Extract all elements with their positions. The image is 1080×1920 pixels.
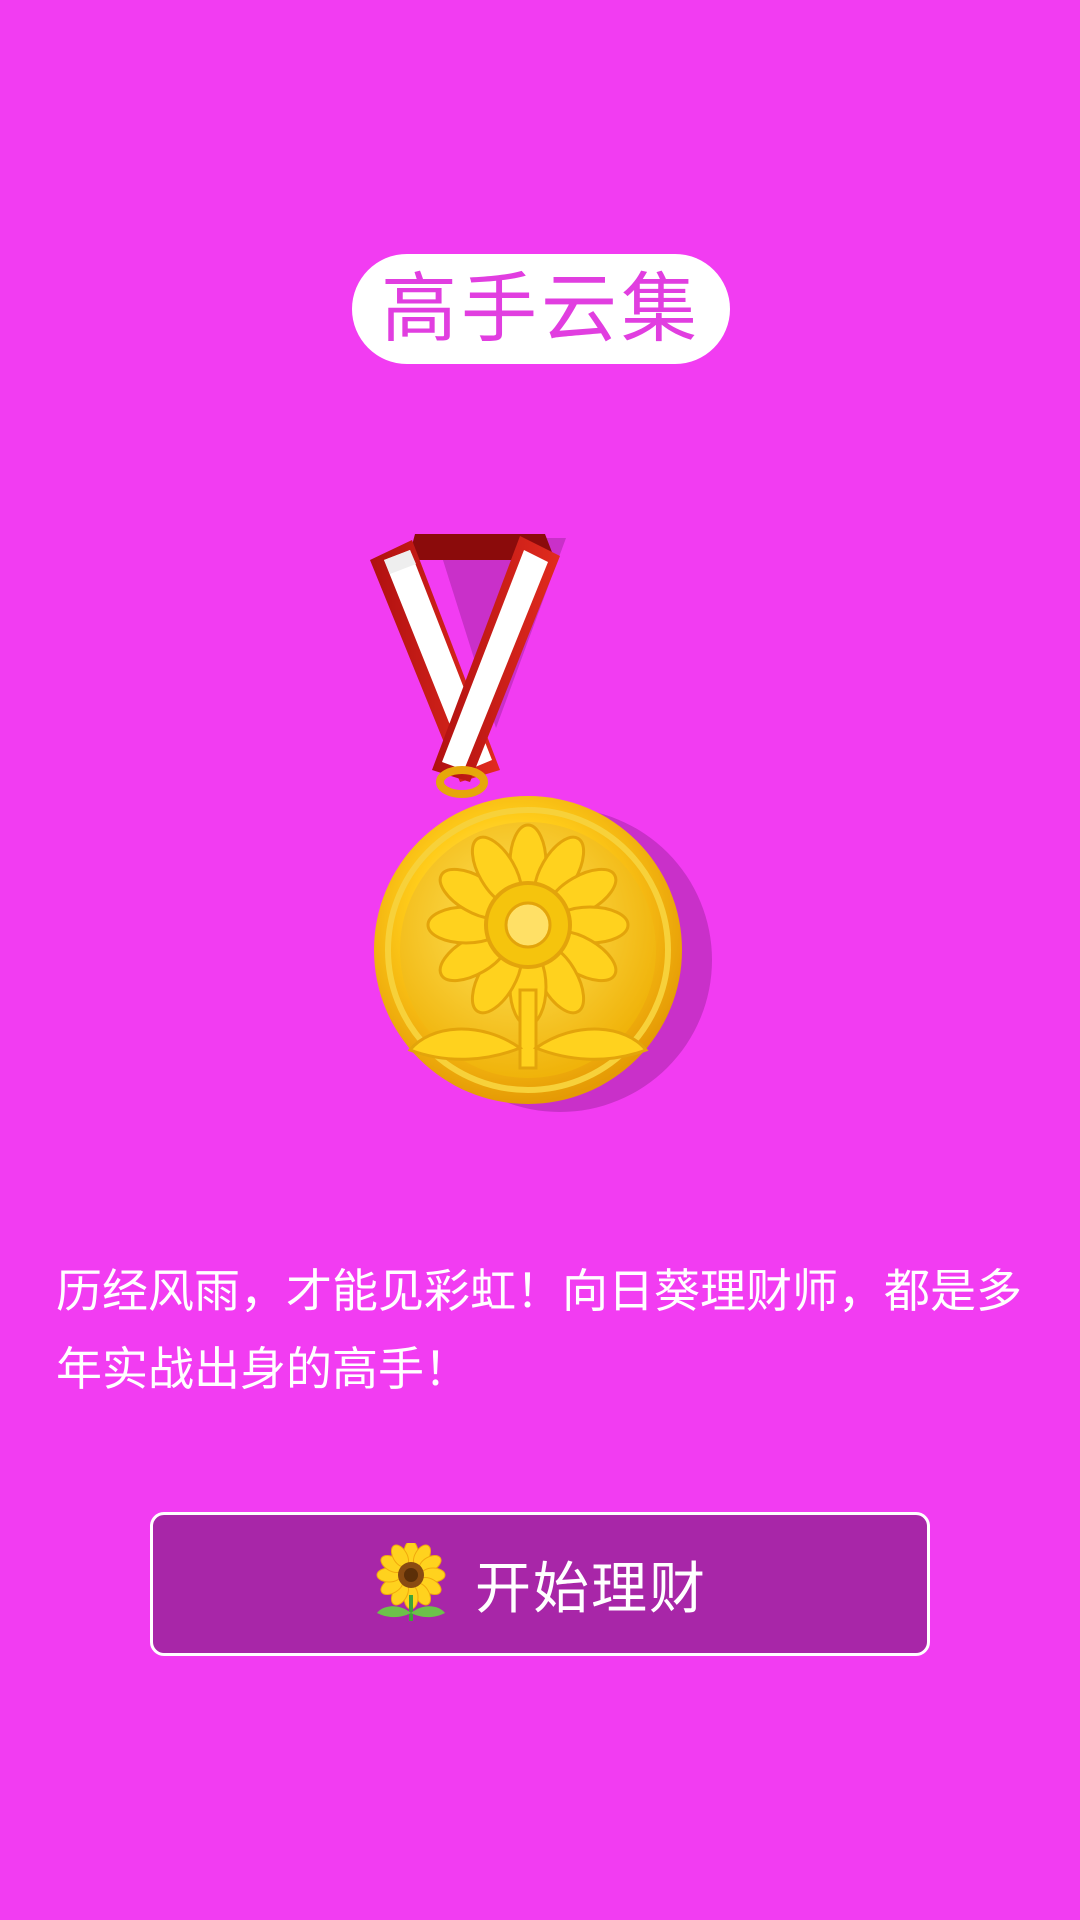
sunflower-gold-medal-icon: [370, 534, 712, 1112]
start-investing-label: 开始理财: [475, 1556, 707, 1622]
sunflower-icon: [376, 1543, 446, 1621]
start-investing-button[interactable]: 开始理财: [150, 1512, 930, 1656]
medal-illustration: [360, 520, 720, 1120]
intro-message: 历经风雨，才能见彩虹！向日葵理财师，都是多年实战出身的高手！: [56, 1264, 1022, 1396]
page-title-pill: 高手云集: [352, 254, 730, 364]
page-title: 高手云集: [381, 264, 701, 353]
